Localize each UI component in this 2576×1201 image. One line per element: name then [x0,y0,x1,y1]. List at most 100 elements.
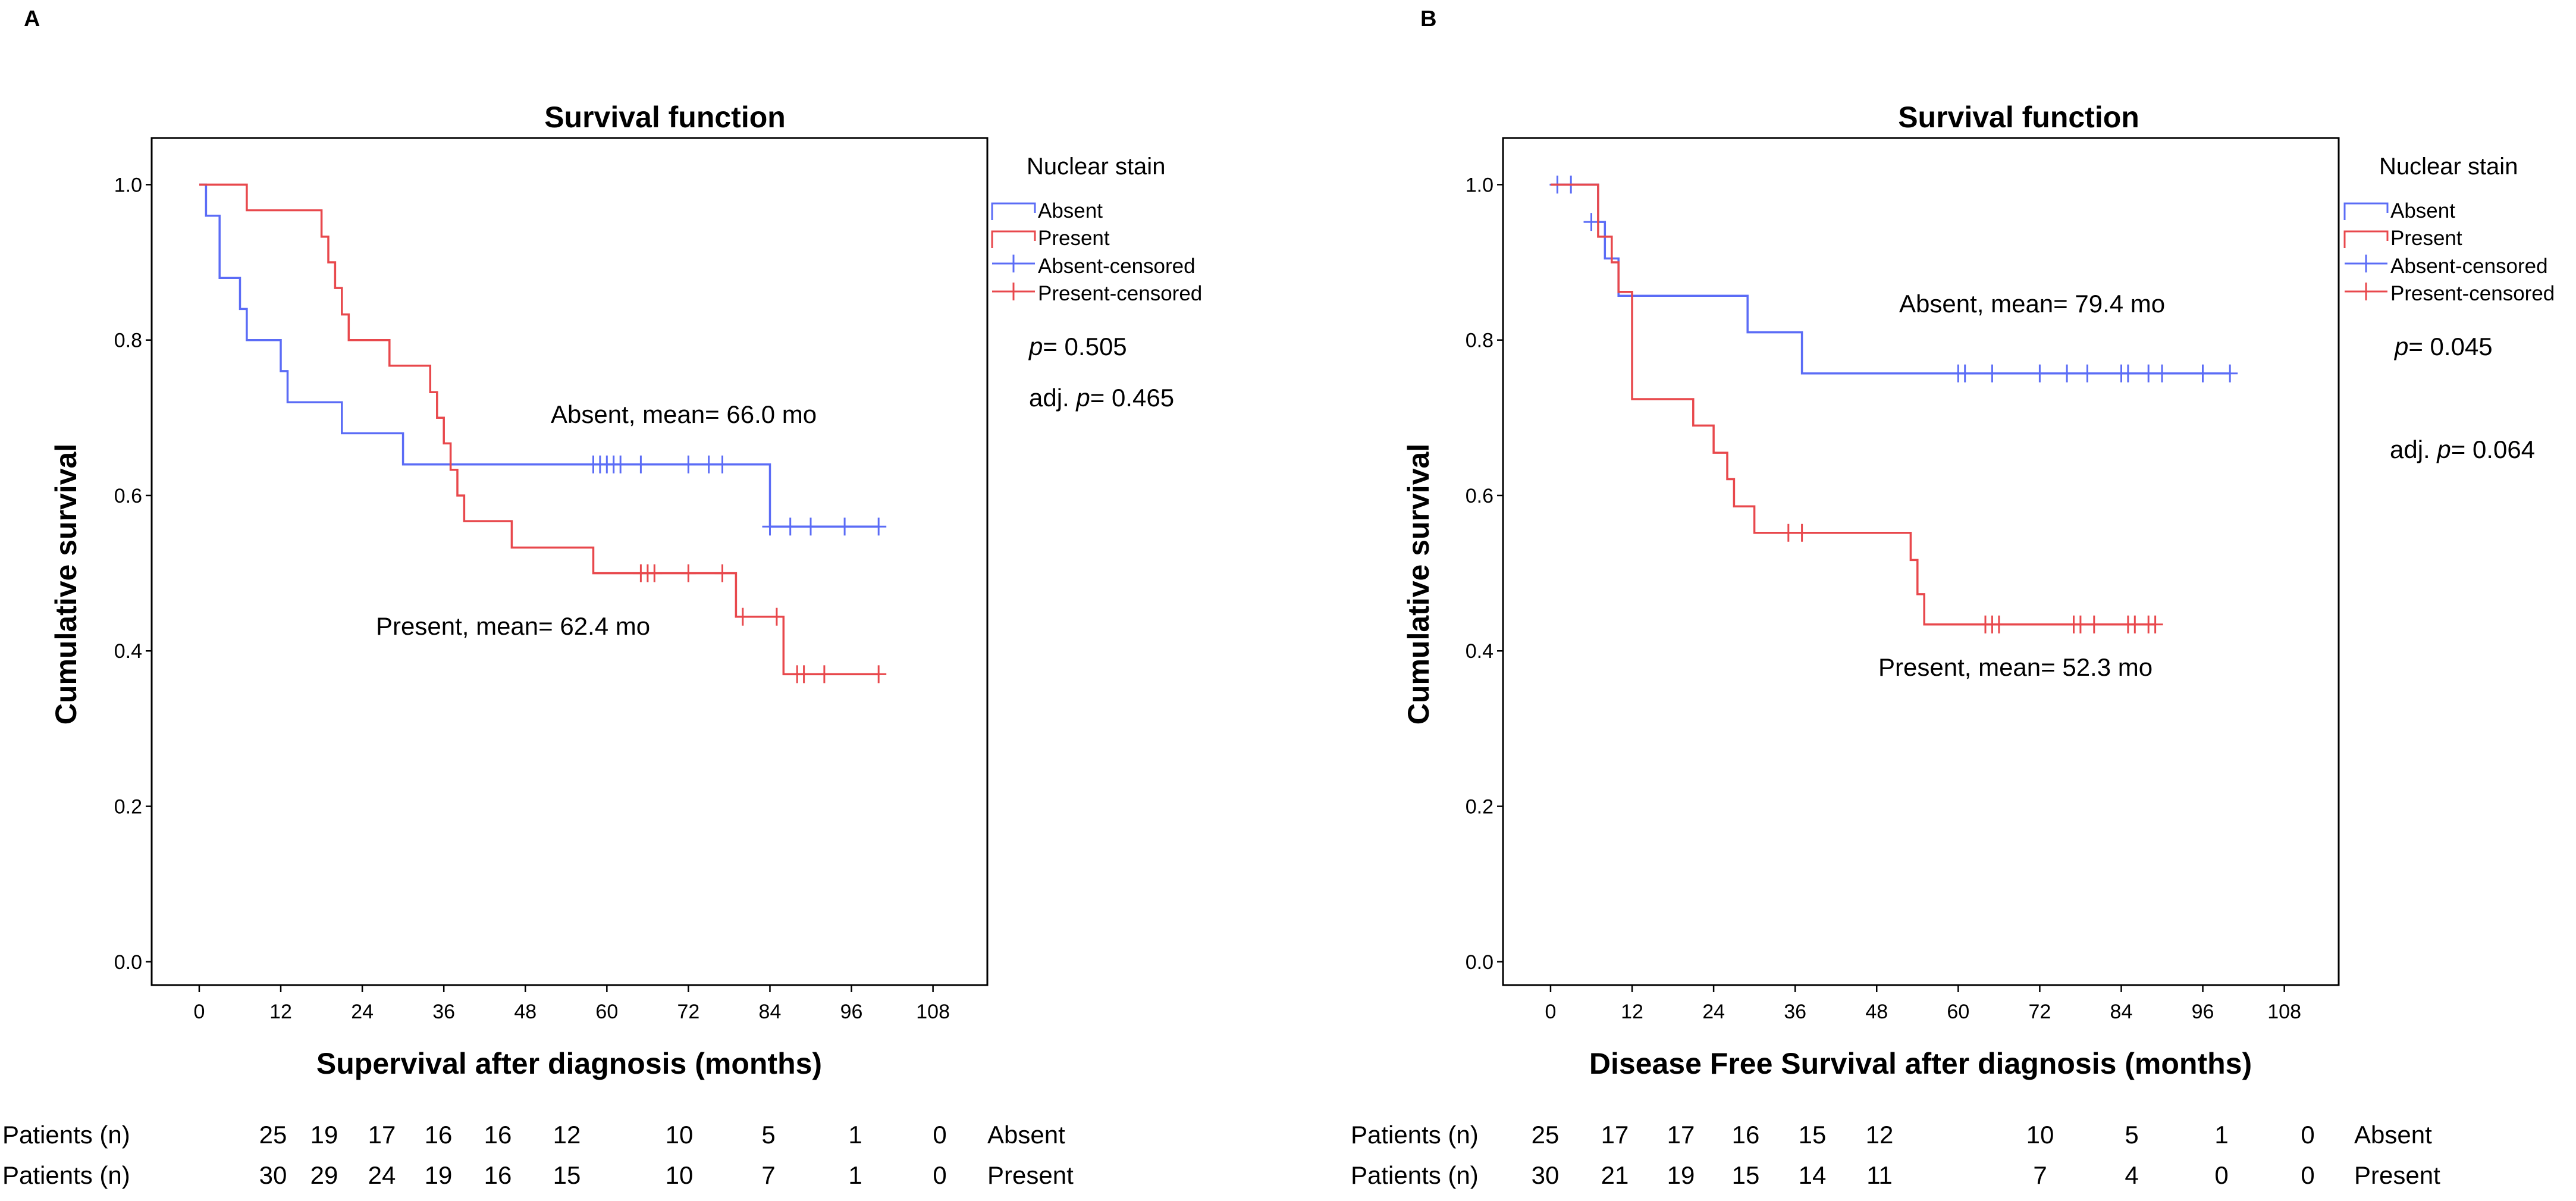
risk-count-present: 4 [2125,1161,2138,1189]
adj-p-symbol-a: p [1075,384,1090,412]
censor-mark-absent [803,518,818,536]
risk-count-present: 19 [425,1161,453,1189]
risk-count-present: 15 [1732,1161,1760,1189]
censor-mark-absent [2222,364,2238,382]
x-tick-label: 0 [1545,1001,1556,1023]
censor-mark-absent [714,455,730,473]
censor-mark-present [1780,523,1796,542]
risk-count-absent: 16 [1732,1121,1760,1149]
panel-letter-a: A [24,7,40,32]
km-curve-present-a [199,183,879,676]
risk-count-present: 7 [2033,1161,2047,1189]
panel-letter-b: B [1420,7,1436,32]
risk-count-absent: 15 [1799,1121,1827,1149]
legend-b: Nuclear stain Absent Present Absent-cens… [2343,153,2555,305]
risk-count-absent: 19 [310,1121,338,1149]
risk-group-absent-b: Absent [2354,1121,2432,1149]
risk-count-present: 19 [1667,1161,1695,1189]
censor-mark-absent [837,518,853,536]
x-tick-label: 96 [840,1001,863,1023]
x-axis-label-a: Supervival after diagnosis (months) [316,1047,822,1080]
y-tick-label: 0.0 [114,951,142,974]
risk-count-absent: 1 [2214,1121,2228,1149]
y-axis-label-a: Cumulative survival [49,444,83,725]
risk-count-absent: 0 [2301,1121,2314,1149]
censor-mark-present [768,607,785,626]
risk-count-absent: 1 [848,1121,862,1149]
panel-a: A Survival function 0.0 0.2 0.4 0.6 0.8 1.0 0… [2,7,1202,1189]
risk-row-present-a: 30 29 24 19 16 15 10 7 1 0 [259,1161,947,1189]
x-tick-label: 72 [677,1001,699,1023]
risk-row-absent-b: 25 17 17 16 15 12 10 5 1 0 [1532,1121,2315,1149]
y-tick-label: 1.0 [114,174,142,196]
plot-frame-b [1502,137,2340,986]
censor-mark-absent [1583,213,1599,231]
censor-mark-present [647,564,663,582]
risk-row-label-absent-a: Patients (n) [2,1121,130,1149]
legend-swatch-present-censored-a [992,283,1035,300]
y-axis-label-b: Cumulative survival [1402,444,1435,725]
risk-count-absent: 10 [2026,1121,2054,1149]
adj-p-value-text-b: = 0.064 [2451,435,2535,463]
adj-p-value-b: adj. p= 0.064 [2390,435,2535,463]
risk-group-present-a: Present [987,1161,1074,1189]
censor-mark-absent [782,518,798,536]
censor-mark-present [796,665,812,683]
risk-row-label-absent-b: Patients (n) [1351,1121,1479,1149]
censor-mark-present [1794,523,1810,542]
p-value-b: p= 0.045 [2393,333,2493,360]
risk-count-absent: 16 [425,1121,453,1149]
y-axis-b: 0.0 0.2 0.4 0.6 0.8 1.0 [1466,174,1503,974]
risk-count-present: 21 [1601,1161,1629,1189]
risk-count-absent: 12 [553,1121,581,1149]
x-tick-label: 0 [193,1001,205,1023]
censor-mark-present [816,665,832,683]
legend-label-absent-b: Absent [2390,199,2455,222]
legend-title-a: Nuclear stain [1027,153,1165,180]
y-tick-label: 0.2 [114,796,142,819]
p-symbol-b: p [2393,333,2408,360]
x-tick-label: 24 [351,1001,374,1023]
y-tick-label: 0.6 [1466,485,1493,507]
censor-mark-absent [633,455,649,473]
censor-mark-present [2072,615,2088,634]
legend-swatch-absent-censored-a [992,255,1035,272]
absent-mean-annotation-a: Absent, mean= 66.0 mo [551,400,817,428]
km-curve-absent-a [199,183,879,528]
legend-label-present-b: Present [2390,227,2462,250]
p-value-text-b: = 0.045 [2408,333,2492,360]
y-tick-label: 1.0 [1466,174,1493,196]
x-tick-label: 108 [2267,1001,2301,1023]
x-tick-label: 36 [1784,1001,1806,1023]
curves-a [199,183,887,683]
x-axis-b: 0 12 24 36 48 60 72 84 96 108 [1545,985,2301,1023]
legend-swatch-absent-b [2343,202,2389,220]
x-tick-label: 48 [1865,1001,1888,1023]
x-tick-label: 12 [269,1001,292,1023]
risk-count-present: 10 [666,1161,694,1189]
risk-count-absent: 25 [1532,1121,1560,1149]
legend-label-present-censored-b: Present-censored [2390,282,2555,305]
panel-b: B Survival function 0.0 0.2 0.4 0.6 0.8 1.0 0… [1351,7,2555,1189]
present-mean-annotation-a: Present, mean= 62.4 mo [376,612,650,640]
censor-mark-present [735,607,751,626]
risk-table-a: Patients (n) Patients (n) 25 19 17 16 16 12 10… [2,1121,1074,1189]
km-curve-present-b [1551,183,2155,626]
legend-swatch-absent-a [991,202,1036,220]
censor-mark-absent [680,455,696,473]
present-mean-annotation-b: Present, mean= 52.3 mo [1878,653,2153,681]
risk-row-label-present-a: Patients (n) [2,1161,130,1189]
adj-prefix-a: adj. [1029,384,1076,412]
x-tick-label: 72 [2028,1001,2051,1023]
legend-swatch-present-b [2343,230,2389,248]
legend-item-present-censored-a: Present-censored [992,282,1202,305]
censor-mark-present [714,564,730,582]
absent-mean-annotation-b: Absent, mean= 79.4 mo [1899,290,2165,318]
adj-p-value-text-a: = 0.465 [1090,384,1174,412]
p-value-text-a: = 0.505 [1043,333,1127,360]
risk-row-absent-a: 25 19 17 16 16 12 10 5 1 0 [259,1121,947,1149]
censor-mark-absent [871,518,887,536]
legend-title-b: Nuclear stain [2379,153,2518,180]
risk-count-present: 0 [2214,1161,2228,1189]
